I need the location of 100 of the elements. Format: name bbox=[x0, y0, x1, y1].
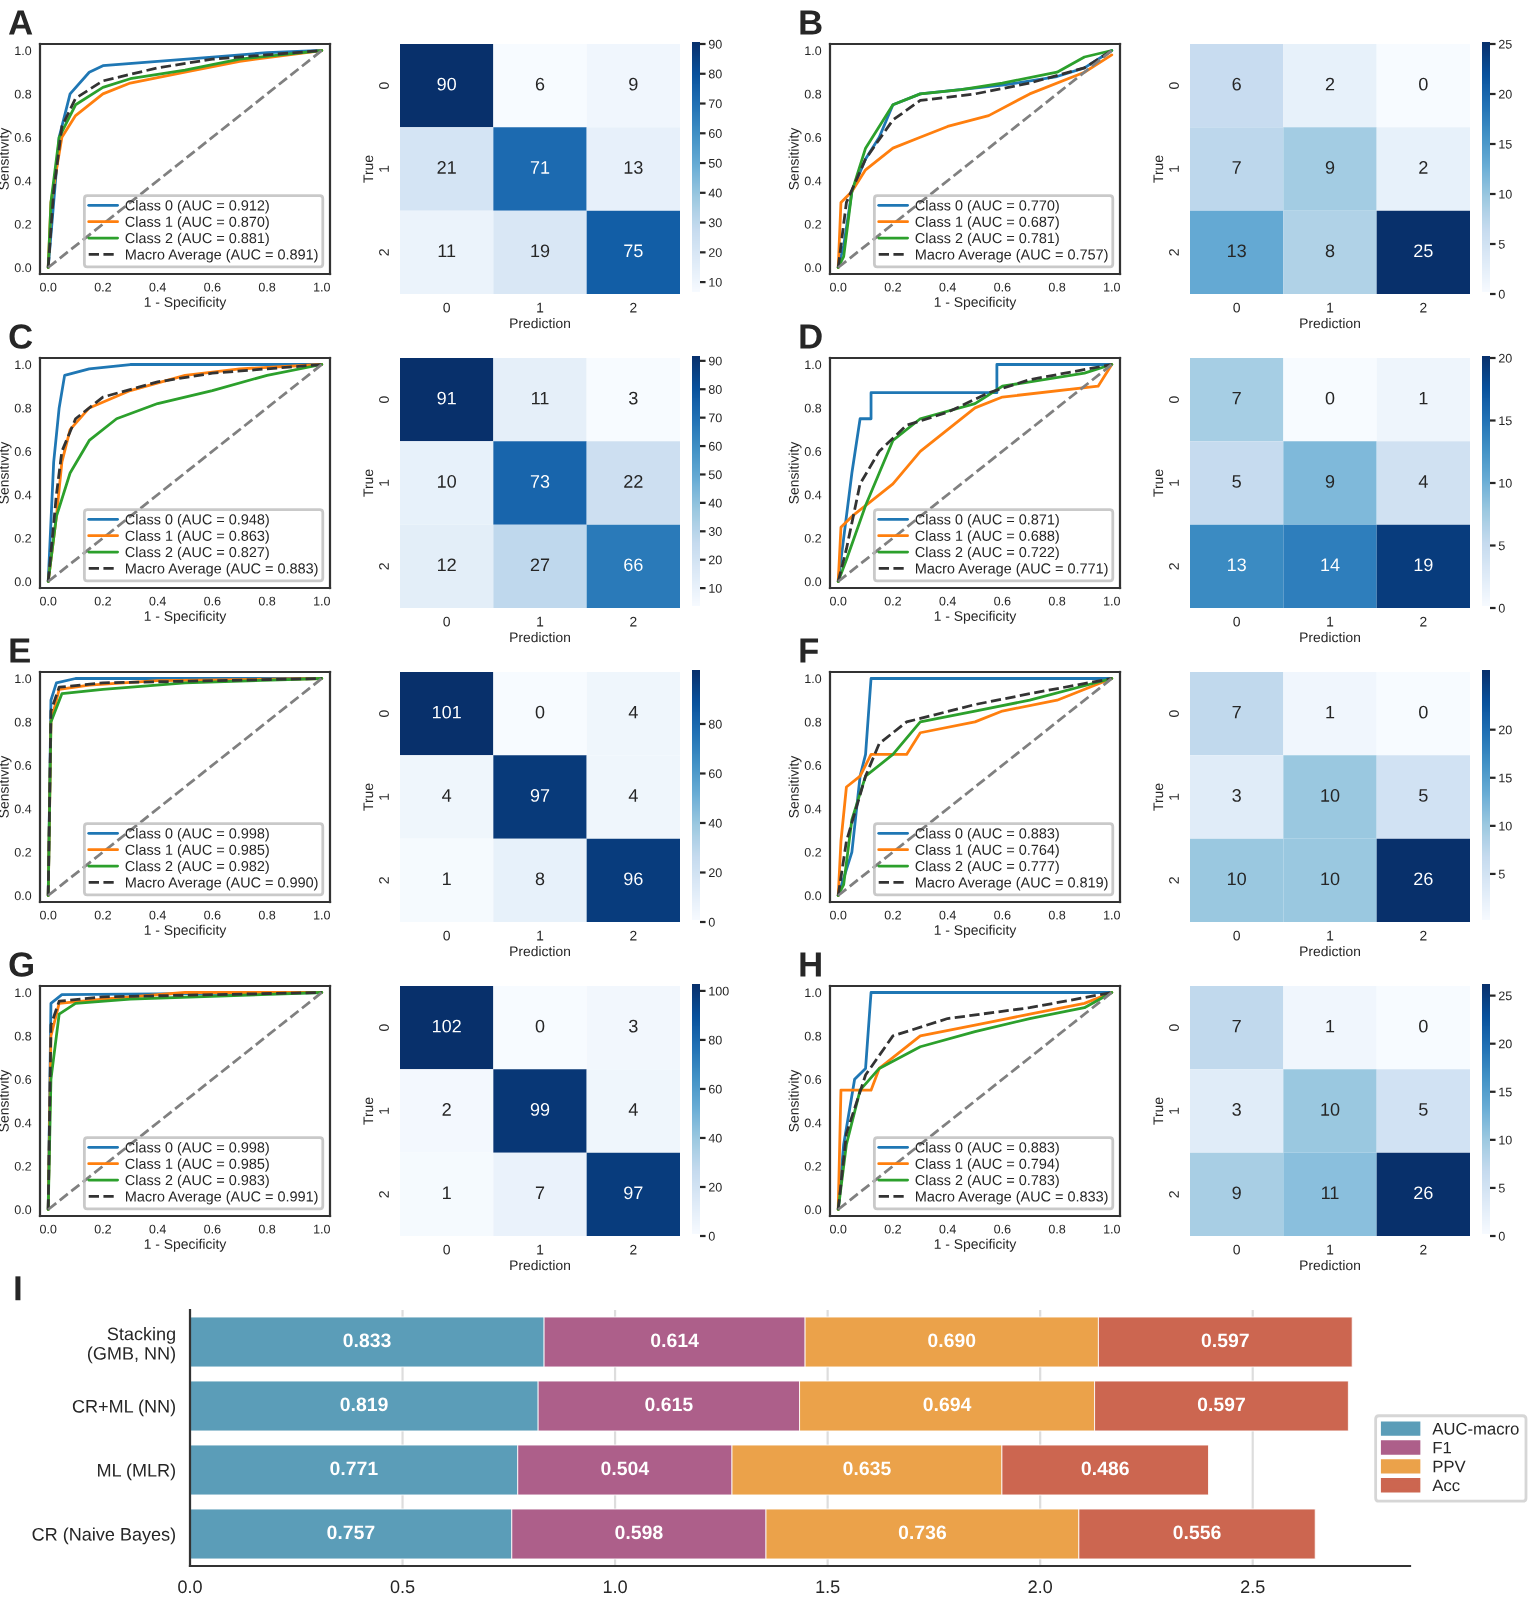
chart-title: D bbox=[800, 324, 822, 349]
data-label: 3 bbox=[629, 1019, 638, 1033]
data-label: 4 bbox=[442, 789, 452, 802]
data-label: 1 bbox=[1326, 1019, 1335, 1033]
data-label: 14 bbox=[1321, 558, 1340, 571]
data-label: 6 bbox=[535, 77, 545, 91]
data-label: 9 bbox=[1232, 1186, 1241, 1200]
x-tick-label: 1.0 bbox=[603, 1580, 627, 1594]
data-label: 7 bbox=[535, 1186, 545, 1199]
data-label: 22 bbox=[624, 475, 643, 488]
data-label: 9 bbox=[1325, 475, 1335, 488]
data-label: 0.556 bbox=[1173, 1525, 1221, 1540]
data-label: 0 bbox=[1419, 705, 1428, 719]
data-label: 0.690 bbox=[928, 1333, 976, 1348]
data-label: 10 bbox=[1321, 872, 1340, 886]
data-label: 6 bbox=[1232, 77, 1241, 91]
data-label: 0 bbox=[535, 1019, 545, 1033]
data-label: 0.504 bbox=[601, 1461, 650, 1476]
data-label: 0.771 bbox=[330, 1461, 378, 1476]
chart-title: E bbox=[10, 638, 30, 663]
legend-label: PPV bbox=[1433, 1460, 1466, 1473]
line-series bbox=[836, 677, 1114, 897]
x-tick-label: 2.0 bbox=[1028, 1580, 1053, 1594]
data-label: 26 bbox=[1414, 872, 1433, 886]
data-label: 11 bbox=[532, 391, 549, 405]
legend-label: AUC-macro bbox=[1432, 1422, 1519, 1435]
data-label: 3 bbox=[629, 391, 638, 405]
data-label: 4 bbox=[1418, 475, 1428, 488]
data-label: 10 bbox=[438, 475, 456, 488]
data-label: 3 bbox=[1232, 1103, 1241, 1116]
line-series bbox=[836, 363, 1114, 583]
data-label: 13 bbox=[1228, 244, 1246, 258]
data-label: 0.736 bbox=[898, 1525, 947, 1540]
legend-label: F1 bbox=[1433, 1441, 1451, 1454]
data-label: 4 bbox=[628, 705, 638, 719]
y-tick-label: ML (MLR) bbox=[98, 1463, 175, 1481]
data-label: 26 bbox=[1414, 1186, 1433, 1200]
data-label: 0.486 bbox=[1081, 1461, 1129, 1476]
data-label: 11 bbox=[438, 244, 456, 257]
data-label: 27 bbox=[530, 558, 550, 571]
data-label: 0.819 bbox=[340, 1397, 388, 1412]
data-label: 2 bbox=[1325, 77, 1335, 91]
data-label: 25 bbox=[1414, 244, 1433, 258]
data-label: 101 bbox=[432, 705, 461, 719]
data-label: 0 bbox=[1325, 391, 1335, 405]
data-label: 1 bbox=[443, 1186, 451, 1199]
data-label: 1 bbox=[443, 872, 451, 885]
data-label: 0 bbox=[1419, 77, 1428, 91]
data-label: 0.635 bbox=[843, 1461, 891, 1476]
data-label: 0 bbox=[1419, 1019, 1428, 1033]
data-label: 0.597 bbox=[1201, 1333, 1249, 1348]
data-label: 3 bbox=[1232, 789, 1241, 802]
data-label: 97 bbox=[530, 789, 550, 802]
y-tick-label: CR (Naive Bayes) bbox=[32, 1527, 175, 1545]
data-label: 73 bbox=[530, 475, 550, 488]
data-label: 97 bbox=[624, 1186, 643, 1200]
data-label: 10 bbox=[1228, 872, 1246, 886]
data-label: 7 bbox=[1232, 705, 1241, 719]
data-label: 7 bbox=[1232, 391, 1241, 405]
chart-title: I bbox=[15, 1276, 21, 1301]
data-label: 1 bbox=[1326, 705, 1335, 719]
data-label: 5 bbox=[1419, 1103, 1428, 1116]
chart-title: F bbox=[800, 638, 819, 663]
data-label: 7 bbox=[1232, 161, 1241, 174]
data-label: 7 bbox=[1232, 1019, 1241, 1033]
data-label: 96 bbox=[624, 872, 643, 886]
data-label: 0.757 bbox=[327, 1525, 375, 1540]
data-label: 102 bbox=[432, 1019, 461, 1033]
data-label: 90 bbox=[437, 77, 456, 91]
chart-title: B bbox=[800, 10, 822, 35]
data-label: 12 bbox=[438, 558, 456, 571]
x-tick-label: 2.5 bbox=[1241, 1580, 1265, 1594]
data-label: 66 bbox=[624, 558, 643, 572]
data-label: 11 bbox=[1322, 1186, 1339, 1199]
data-label: 4 bbox=[628, 1103, 638, 1116]
data-label: 0.615 bbox=[645, 1397, 693, 1412]
line-series bbox=[46, 677, 324, 897]
data-label: 0.833 bbox=[343, 1333, 391, 1348]
data-label: 1 bbox=[1419, 391, 1428, 405]
data-label: 2 bbox=[442, 1103, 451, 1116]
data-label: 13 bbox=[1228, 558, 1246, 572]
data-label: 75 bbox=[624, 244, 643, 258]
data-label: 0.598 bbox=[615, 1525, 663, 1540]
chart-title: C bbox=[9, 324, 33, 349]
line-series bbox=[46, 49, 324, 269]
y-tick-label: CR+ML (NN) bbox=[72, 1399, 175, 1417]
data-label: 21 bbox=[437, 161, 456, 174]
data-label: 8 bbox=[1325, 244, 1335, 258]
data-label: 13 bbox=[624, 161, 643, 174]
data-label: 8 bbox=[535, 872, 545, 886]
data-label: 19 bbox=[531, 244, 550, 258]
chart-title: A bbox=[8, 10, 33, 35]
data-label: 0.694 bbox=[923, 1397, 972, 1412]
x-tick-label: 1.5 bbox=[816, 1580, 840, 1594]
data-label: 4 bbox=[628, 789, 638, 802]
x-tick-label: 0.5 bbox=[390, 1580, 415, 1594]
data-label: 91 bbox=[437, 391, 456, 405]
legend-label: Acc bbox=[1432, 1479, 1460, 1492]
line-series bbox=[836, 991, 1114, 1211]
y-tick-label: Stacking (GMB, NN) bbox=[87, 1327, 175, 1364]
